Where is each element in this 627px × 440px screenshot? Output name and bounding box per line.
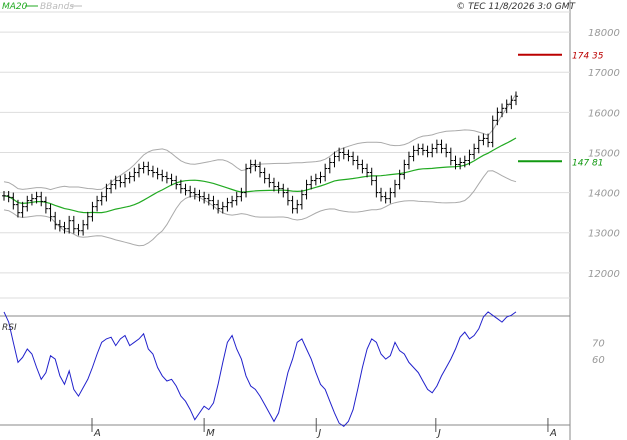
support-label: 147 81 xyxy=(572,158,604,168)
levels: 174 35 147 81 xyxy=(518,52,604,168)
price-tick-label: 17000 xyxy=(588,68,620,79)
price-tick-label: 15000 xyxy=(588,148,620,159)
bband-lower xyxy=(3,170,517,247)
ma20-line xyxy=(3,137,517,214)
legend-bbands: BBands xyxy=(40,2,74,12)
month-label: J xyxy=(316,428,321,439)
price-tick-label: 18000 xyxy=(588,28,620,39)
rsi-label: RSI xyxy=(2,323,17,333)
resistance-label: 174 35 xyxy=(572,52,604,62)
rsi-tick-label: 60 xyxy=(592,355,605,366)
price-tick-label: 12000 xyxy=(588,269,620,280)
rsi-tick-label: 70 xyxy=(592,338,605,349)
ma20-path xyxy=(3,137,517,214)
month-label: A xyxy=(549,428,557,439)
legend-ma20: MA20 xyxy=(2,2,28,12)
month-label: J xyxy=(436,428,441,439)
rsi-line xyxy=(3,311,517,428)
price-axis: 18000 17000 16000 15000 14000 13000 12000 xyxy=(588,28,620,280)
price-bars xyxy=(2,91,518,236)
copyright: © TEC 11/8/2026 3:0 GMT xyxy=(456,2,576,12)
rsi-panel: 70 60 xyxy=(3,311,605,428)
month-label: M xyxy=(206,428,215,439)
price-tick-label: 16000 xyxy=(588,108,620,119)
grid xyxy=(0,0,571,440)
price-tick-label: 13000 xyxy=(588,229,620,240)
month-label: A xyxy=(93,428,101,439)
price-tick-label: 14000 xyxy=(588,189,620,200)
